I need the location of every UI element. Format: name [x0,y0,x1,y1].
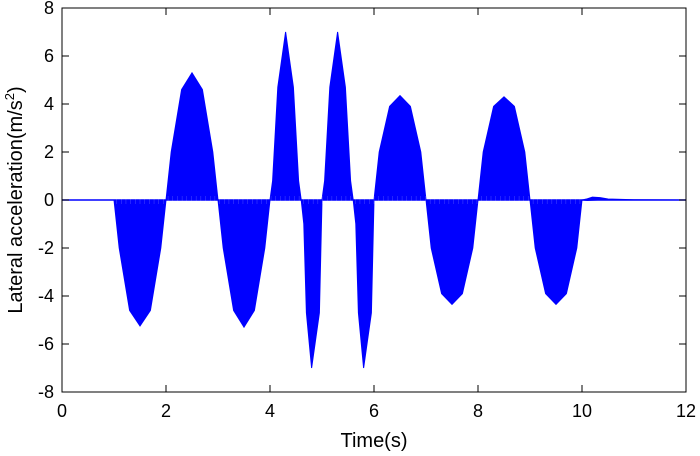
y-tick-label: -4 [38,286,54,306]
x-tick-label: 4 [265,401,275,421]
y-tick-label: 4 [44,94,54,114]
y-tick-label: 8 [44,0,54,18]
x-tick-label: 12 [676,401,696,421]
x-tick-label: 8 [473,401,483,421]
y-axis-label-superscript: 2 [2,93,17,100]
y-axis-label: Lateral acceleration(m/s2) [2,86,27,313]
x-tick-label: 2 [161,401,171,421]
ticks-layer: 0 2 4 6 8 10 12 -8 -6 -4 -2 0 2 4 6 8 [38,0,696,421]
series-layer [62,31,687,369]
y-axis-label-main: Lateral acceleration(m/s [5,100,27,313]
y-tick-label: 6 [44,46,54,66]
y-tick-label: 2 [44,142,54,162]
y-tick-label: -8 [38,382,54,402]
y-tick-label: -6 [38,334,54,354]
x-tick-label: 6 [369,401,379,421]
x-axis-label: Time(s) [340,430,407,452]
x-tick-label: 10 [572,401,592,421]
y-tick-label: -2 [38,238,54,258]
y-axis-label-close: ) [5,86,27,93]
x-tick-label: 0 [57,401,67,421]
y-tick-label: 0 [44,190,54,210]
